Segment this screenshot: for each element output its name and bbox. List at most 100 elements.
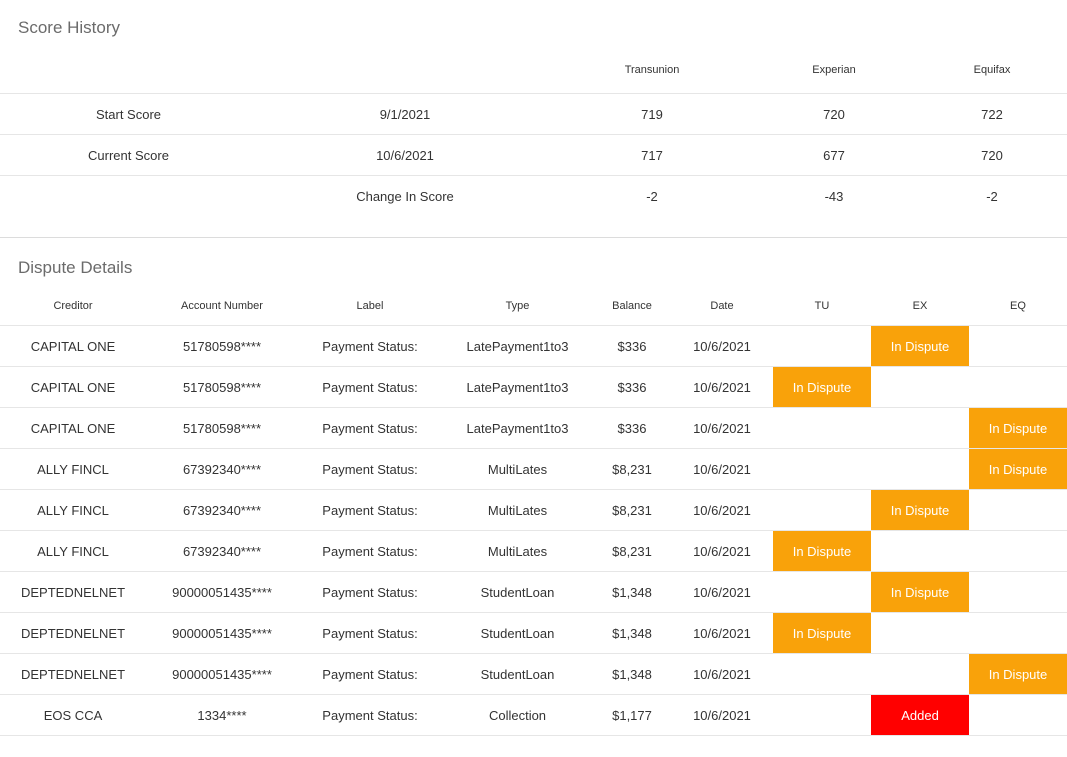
dispute-cell: 10/6/2021	[671, 448, 773, 490]
dispute-cell: StudentLoan	[442, 653, 593, 695]
dispute-cell: MultiLates	[442, 530, 593, 572]
dispute-cell: CAPITAL ONE	[0, 325, 146, 367]
dispute-cell: 67392340****	[146, 530, 298, 572]
dispute-row: ALLY FINCL 67392340**** Payment Status: Mul…	[0, 530, 1067, 572]
score-cell: 717	[553, 134, 751, 176]
score-history-table: Transunion Experian Equifax Start Score 9…	[0, 46, 1067, 216]
dispute-cell: StudentLoan	[442, 612, 593, 654]
dispute-cell: Payment Status:	[298, 489, 442, 531]
dispute-cell: Payment Status:	[298, 325, 442, 367]
score-cell: 9/1/2021	[257, 93, 553, 135]
in-dispute-badge: In Dispute	[773, 366, 871, 408]
dispute-cell: MultiLates	[442, 448, 593, 490]
in-dispute-badge: In Dispute	[871, 571, 969, 613]
dispute-cell: $8,231	[593, 448, 671, 490]
dispute-cell: 10/6/2021	[671, 530, 773, 572]
dispute-cell: $336	[593, 366, 671, 408]
dispute-cell: $336	[593, 325, 671, 367]
dispute-cell: EOS CCA	[0, 694, 146, 736]
dispute-header-label: Label	[356, 300, 384, 312]
dispute-cell: $1,348	[593, 612, 671, 654]
dispute-row: DEPTEDNELNET 90000051435**** Payment Statu…	[0, 653, 1067, 695]
dispute-cell: Payment Status:	[298, 366, 442, 408]
bureau-status-cell	[969, 612, 1067, 654]
dispute-header-ex: EX	[912, 300, 928, 312]
dispute-row: CAPITAL ONE 51780598**** Payment Status: La…	[0, 407, 1067, 449]
dispute-row: DEPTEDNELNET 90000051435**** Payment Statu…	[0, 612, 1067, 654]
score-history-title: Score History	[18, 18, 121, 37]
dispute-cell: Payment Status:	[298, 653, 442, 695]
dispute-header-balance: Balance	[612, 300, 652, 312]
score-cell: 720	[751, 93, 917, 135]
dispute-cell: DEPTEDNELNET	[0, 571, 146, 613]
score-cell: Current Score	[0, 134, 257, 176]
dispute-cell: $8,231	[593, 530, 671, 572]
dispute-cell: $1,177	[593, 694, 671, 736]
dispute-row: ALLY FINCL 67392340**** Payment Status: Mul…	[0, 489, 1067, 531]
score-history-section: Score History Transunion Experian Equifa…	[0, 0, 1067, 238]
bureau-status-cell	[871, 407, 969, 449]
dispute-cell: $1,348	[593, 653, 671, 695]
bureau-status-cell	[773, 571, 871, 613]
score-cell: 719	[553, 93, 751, 135]
dispute-cell: 10/6/2021	[671, 366, 773, 408]
dispute-cell: LatePayment1to3	[442, 325, 593, 367]
in-dispute-badge: In Dispute	[969, 448, 1067, 490]
dispute-cell: 67392340****	[146, 448, 298, 490]
dispute-cell: ALLY FINCL	[0, 530, 146, 572]
dispute-header-eq: EQ	[1010, 300, 1026, 312]
dispute-cell: 90000051435****	[146, 571, 298, 613]
dispute-cell: $1,348	[593, 571, 671, 613]
in-dispute-badge: In Dispute	[871, 489, 969, 531]
score-header-equifax: Equifax	[973, 63, 1011, 76]
dispute-details-table: Creditor Account Number Label Type Balance Da…	[0, 285, 1067, 736]
score-header-experian: Experian	[812, 63, 856, 76]
bureau-status-cell	[773, 448, 871, 490]
bureau-status-cell	[871, 612, 969, 654]
dispute-cell: ALLY FINCL	[0, 448, 146, 490]
dispute-cell: 10/6/2021	[671, 653, 773, 695]
score-cell: Start Score	[0, 93, 257, 135]
dispute-cell: DEPTEDNELNET	[0, 612, 146, 654]
dispute-row: DEPTEDNELNET 90000051435**** Payment Statu…	[0, 571, 1067, 613]
added-badge: Added	[871, 694, 969, 736]
score-cell	[0, 175, 257, 216]
dispute-cell: 10/6/2021	[671, 612, 773, 654]
dispute-header-creditor: Creditor	[53, 300, 93, 312]
dispute-cell: Payment Status:	[298, 448, 442, 490]
dispute-cell: Collection	[442, 694, 593, 736]
dispute-cell: 1334****	[146, 694, 298, 736]
bureau-status-cell	[871, 448, 969, 490]
dispute-cell: 10/6/2021	[671, 489, 773, 531]
score-cell: 10/6/2021	[257, 134, 553, 176]
dispute-cell: 51780598****	[146, 366, 298, 408]
dispute-row: EOS CCA 1334**** Payment Status: Collection…	[0, 694, 1067, 736]
dispute-cell: LatePayment1to3	[442, 407, 593, 449]
dispute-cell: Payment Status:	[298, 530, 442, 572]
score-cell: Change In Score	[257, 175, 553, 216]
dispute-cell: 51780598****	[146, 325, 298, 367]
in-dispute-badge: In Dispute	[969, 407, 1067, 449]
bureau-status-cell	[773, 489, 871, 531]
bureau-status-cell	[871, 653, 969, 695]
dispute-cell: 51780598****	[146, 407, 298, 449]
in-dispute-badge: In Dispute	[773, 530, 871, 572]
dispute-cell: 90000051435****	[146, 612, 298, 654]
bureau-status-cell	[773, 653, 871, 695]
dispute-cell: 10/6/2021	[671, 694, 773, 736]
score-header-row: Transunion Experian Equifax	[0, 46, 1067, 94]
dispute-cell: Payment Status:	[298, 407, 442, 449]
dispute-cell: CAPITAL ONE	[0, 366, 146, 408]
score-cell: -2	[553, 175, 751, 216]
dispute-cell: MultiLates	[442, 489, 593, 531]
in-dispute-badge: In Dispute	[969, 653, 1067, 695]
dispute-details-title: Dispute Details	[18, 258, 133, 277]
dispute-cell: Payment Status:	[298, 694, 442, 736]
dispute-cell: $336	[593, 407, 671, 449]
score-cell: 722	[917, 93, 1067, 135]
score-row: Change In Score -2 -43 -2	[0, 175, 1067, 216]
dispute-row: CAPITAL ONE 51780598**** Payment Status: La…	[0, 366, 1067, 408]
dispute-cell: CAPITAL ONE	[0, 407, 146, 449]
bureau-status-cell	[969, 325, 1067, 367]
dispute-cell: $8,231	[593, 489, 671, 531]
